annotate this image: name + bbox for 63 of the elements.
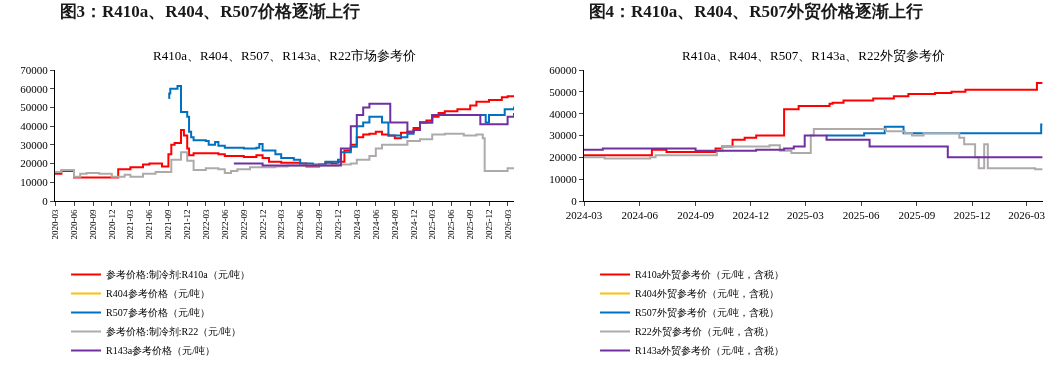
y-tick-label: 40000 xyxy=(549,107,578,120)
x-tick-label: 2020-03 xyxy=(49,209,60,240)
x-tick-label: 2025-09 xyxy=(898,209,936,222)
x-tick-label: 2024-12 xyxy=(732,209,770,222)
chart-subtitle: R410a、R404、R507、R143a、R22外贸参考价 xyxy=(682,48,945,63)
legend-label: R404参考价格（元/吨） xyxy=(106,288,211,300)
y-tick-label: 10000 xyxy=(20,176,49,189)
x-tick-label: 2025-09 xyxy=(465,209,476,240)
x-tick-label: 2024-09 xyxy=(389,209,400,240)
legend-label: R404外贸参考价（元/吨，含税） xyxy=(635,288,780,300)
chart-subtitle: R410a、R404、R507、R143a、R22市场参考价 xyxy=(153,48,416,63)
x-tick-label: 2025-12 xyxy=(953,209,991,222)
x-tick-label: 2026-03 xyxy=(502,209,513,240)
legend-label: R507参考价格（元/吨） xyxy=(106,307,211,319)
y-tick-label: 60000 xyxy=(20,82,49,95)
y-tick-label: 10000 xyxy=(549,173,578,186)
legend-label: R143a参考价格（元/吨） xyxy=(106,345,215,357)
x-tick-label: 2021-12 xyxy=(182,209,193,240)
x-tick-label: 2024-12 xyxy=(408,209,419,240)
x-tick-label: 2020-12 xyxy=(106,209,117,240)
y-tick-label: 50000 xyxy=(549,85,578,98)
y-tick-label: 20000 xyxy=(549,151,578,164)
x-tick-label: 2025-06 xyxy=(446,209,457,240)
y-tick-label: 60000 xyxy=(549,63,578,76)
chart-title: 图4：R410a、R404、R507外贸价格逐渐上行 xyxy=(588,2,923,22)
x-tick-label: 2024-03 xyxy=(565,209,603,222)
chart-title: 图3：R410a、R404、R507价格逐渐上行 xyxy=(59,2,360,22)
x-tick-label: 2021-03 xyxy=(125,209,136,240)
x-tick-label: 2025-06 xyxy=(842,209,880,222)
x-tick-label: 2025-03 xyxy=(786,209,825,222)
x-tick-label: 2023-03 xyxy=(276,209,287,240)
y-tick-label: 0 xyxy=(571,194,578,207)
x-tick-label: 2022-09 xyxy=(238,209,249,240)
y-tick-label: 20000 xyxy=(20,157,49,170)
x-tick-label: 2026-03 xyxy=(1008,209,1046,222)
x-tick-label: 2024-09 xyxy=(677,209,715,222)
y-tick-label: 30000 xyxy=(549,129,578,142)
y-tick-label: 50000 xyxy=(20,101,49,114)
legend-label: 参考价格:制冷剂:R410a（元/吨） xyxy=(106,269,251,281)
x-tick-label: 2024-06 xyxy=(370,209,381,240)
x-tick-label: 2022-06 xyxy=(219,209,230,240)
x-tick-label: 2022-12 xyxy=(257,209,268,240)
legend-label: R507外贸参考价（元/吨，含税） xyxy=(635,307,780,319)
y-tick-label: 70000 xyxy=(20,63,49,76)
y-tick-label: 40000 xyxy=(20,119,49,132)
x-tick-label: 2023-09 xyxy=(314,209,325,240)
legend-label: 参考价格:制冷剂:R22（元/吨） xyxy=(106,326,242,338)
y-tick-label: 30000 xyxy=(20,138,49,151)
x-tick-label: 2025-03 xyxy=(427,209,438,240)
x-tick-label: 2022-03 xyxy=(200,209,211,240)
x-tick-label: 2024-06 xyxy=(621,209,659,222)
x-tick-label: 2020-09 xyxy=(87,209,98,240)
x-tick-label: 2023-12 xyxy=(332,209,343,240)
legend-label: R143a外贸参考价（元/吨，含税） xyxy=(635,345,784,357)
legend-label: R410a外贸参考价（元/吨，含税） xyxy=(635,269,784,281)
x-tick-label: 2020-06 xyxy=(68,209,79,240)
x-tick-label: 2023-06 xyxy=(295,209,306,240)
legend-label: R22外贸参考价（元/吨，含税） xyxy=(635,326,775,338)
x-tick-label: 2025-12 xyxy=(483,209,494,240)
x-tick-label: 2024-03 xyxy=(351,209,362,240)
x-tick-label: 2021-09 xyxy=(163,209,174,240)
y-tick-label: 0 xyxy=(42,194,49,207)
x-tick-label: 2021-06 xyxy=(144,209,155,240)
